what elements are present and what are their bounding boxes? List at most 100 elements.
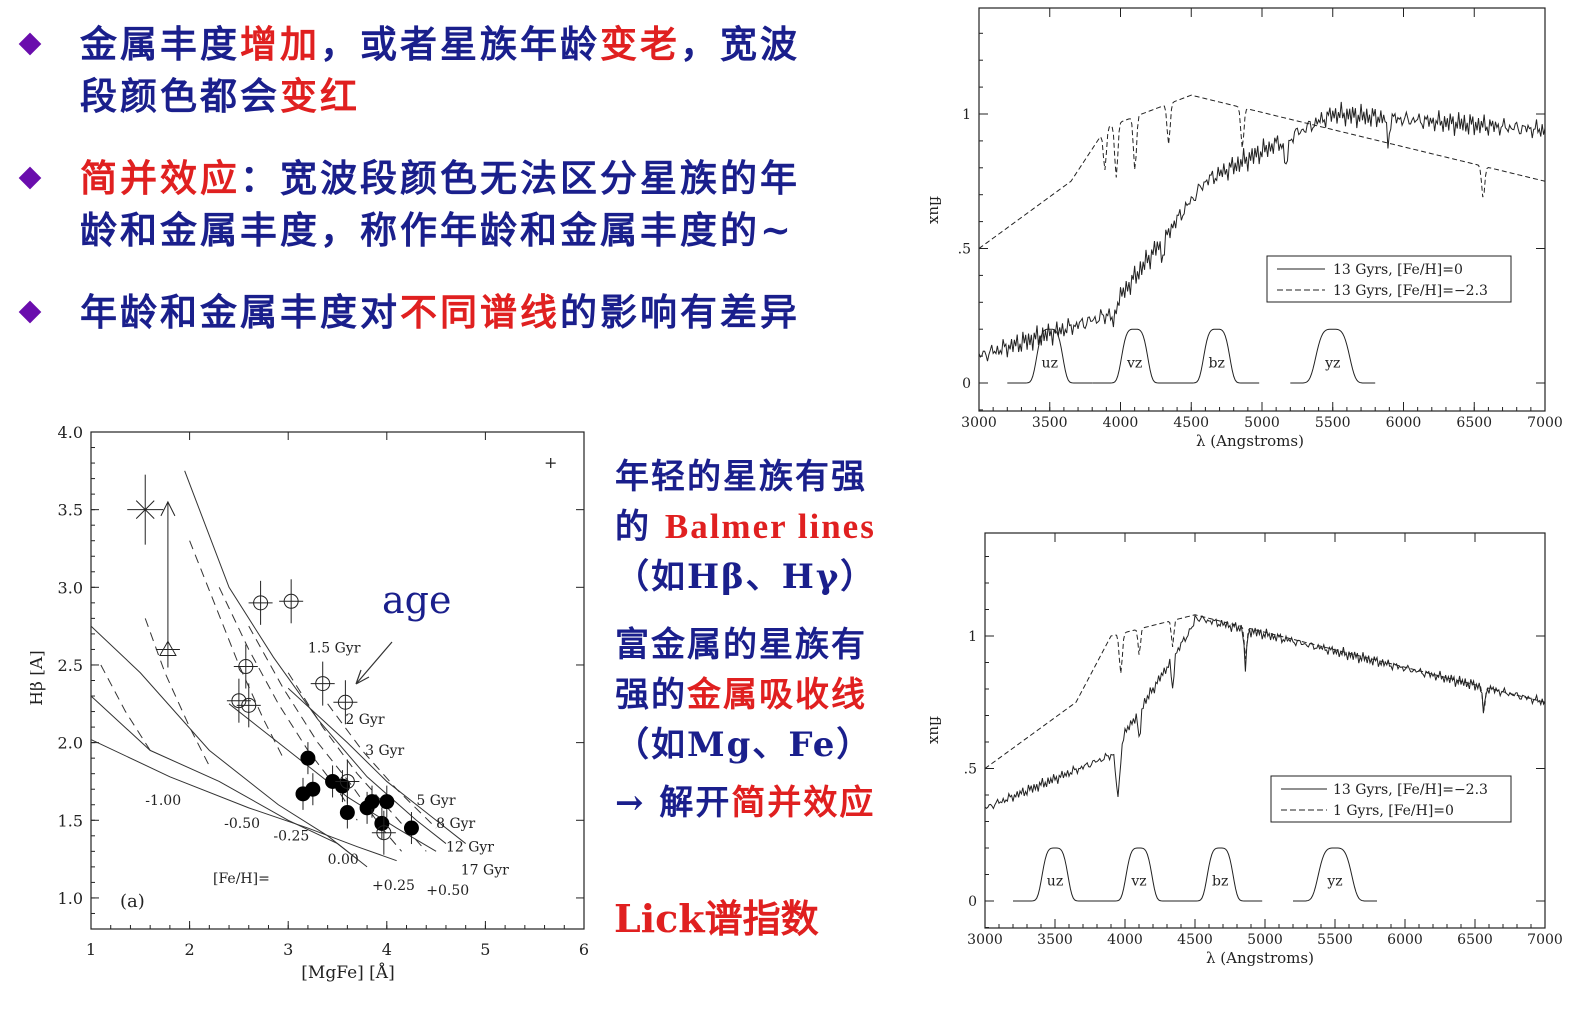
age-label: 2 Gyr (345, 712, 384, 728)
highlight-span: 不同谱线 (400, 290, 560, 334)
y-tick-label: 2.5 (58, 656, 83, 675)
plot-frame (979, 8, 1545, 411)
x-tick-label: 4500 (1177, 932, 1213, 948)
age-arrow (356, 642, 392, 684)
highlight-span: 变老 (600, 22, 680, 66)
y-axis-label: Hβ [Å] (30, 650, 47, 706)
degeneracy-break-note: → 解开简并效应 (615, 778, 875, 828)
text-span: 段颜色都会 (80, 74, 280, 118)
y-tick-label: 1.5 (58, 811, 83, 830)
x-tick-label: 2 (185, 940, 195, 959)
age-label: 1.5 Gyr (308, 641, 361, 657)
x-axis-label: [MgFe] [Å] (301, 962, 394, 983)
filter-label: uz (1042, 356, 1058, 372)
filled-point (340, 805, 355, 820)
bullet-list: 金属丰度增加，或者星族年龄变老，宽波 段颜色都会变红 简并效应：宽波段颜色无法区… (18, 18, 918, 368)
y-tick-label: 2.0 (58, 734, 83, 753)
note-line: 的 Balmer lines (615, 502, 876, 552)
highlight-span: 金属吸收线 (687, 675, 867, 715)
note-line: 年轻的星族有强 (615, 452, 876, 502)
filled-point (404, 821, 419, 836)
bullet-1-line-1: 金属丰度增加，或者星族年龄变老，宽波 (80, 22, 800, 66)
y-axis-label: flux (926, 196, 944, 225)
x-tick-label: 3500 (1037, 932, 1073, 948)
x-tick-label: 4500 (1173, 415, 1209, 431)
x-tick-label: 6000 (1386, 415, 1422, 431)
y-tick-label: 1 (968, 629, 977, 645)
x-tick-label: 5 (480, 940, 490, 959)
y-tick-label: 0 (962, 376, 971, 392)
x-tick-label: 5000 (1247, 932, 1283, 948)
panel-label: (a) (120, 891, 145, 912)
x-tick-label: 3 (283, 940, 293, 959)
filter-label: vz (1126, 356, 1142, 372)
lick-index-label: Lick谱指数 (614, 888, 819, 943)
x-tick-label: 4000 (1107, 932, 1143, 948)
age-line (190, 541, 284, 758)
note-line: → 解开简并效应 (615, 778, 875, 828)
x-tick-label: 7000 (1527, 932, 1563, 948)
note-line: （如Hβ、Hγ） (615, 552, 876, 602)
legend-entry: 13 Gyrs, [Fe/H]=−2.3 (1333, 782, 1488, 798)
bullet-1: 金属丰度增加，或者星族年龄变老，宽波 段颜色都会变红 (18, 18, 918, 122)
metal-rich-note: 富金属的星族有 强的金属吸收线 （如Mg、Fe） (615, 620, 872, 770)
x-tick-label: 6500 (1457, 932, 1493, 948)
age-label: 17 Gyr (461, 863, 509, 879)
text-span: ，宽波 (680, 22, 800, 66)
spectrum-chart-young: 3000 3500 4000 4500 5000 5500 6000 6500 7000 0 .5 1… (915, 525, 1575, 985)
diamond-bullet-icon (19, 33, 42, 56)
metallicity-label: -1.00 (145, 793, 181, 809)
age-label: 8 Gyr (436, 816, 475, 832)
filled-point (374, 816, 389, 831)
note-line: 强的金属吸收线 (615, 670, 872, 720)
text-span: 龄和金属丰度，称作年龄和金属丰度的~ (80, 208, 794, 252)
feh-title: [Fe/H]= (213, 871, 270, 887)
x-tick-label: 5500 (1315, 415, 1351, 431)
x-tick-label: 3000 (967, 932, 1003, 948)
age-label: 3 Gyr (365, 743, 404, 759)
plus-marker: + (544, 453, 557, 472)
age-label: 12 Gyr (446, 839, 494, 855)
note-line: 富金属的星族有 (615, 620, 872, 670)
metallicity-label: 0.00 (328, 852, 359, 868)
legend-entry: 13 Gyrs, [Fe/H]=−2.3 (1333, 283, 1488, 299)
bullet-2: 简并效应：宽波段颜色无法区分星族的年 龄和金属丰度，称作年龄和金属丰度的~ (18, 152, 918, 256)
x-axis-label: λ (Angstroms) (1196, 432, 1304, 450)
filled-point (365, 794, 380, 809)
y-tick-label: 3.0 (58, 578, 83, 597)
bullet-1-line-2: 段颜色都会变红 (80, 74, 360, 118)
spectrum-solid (979, 102, 1545, 361)
age-line (101, 665, 150, 750)
legend-entry: 1 Gyrs, [Fe/H]=0 (1333, 803, 1454, 819)
x-tick-label: 6500 (1456, 415, 1492, 431)
text-span: 的 (615, 507, 665, 547)
x-tick-label: 6 (579, 940, 589, 959)
young-population-note: 年轻的星族有强 的 Balmer lines （如Hβ、Hγ） (615, 452, 876, 602)
y-axis-label: flux (926, 716, 944, 745)
highlight-span: 简并效应 (731, 783, 875, 823)
y-tick-label: .5 (964, 762, 977, 778)
filter-label: vz (1130, 874, 1146, 890)
text-span: 的影响有差异 (560, 290, 800, 334)
diamond-bullet-icon (19, 167, 42, 190)
highlight-span: 增加 (240, 22, 320, 66)
spectrum-chart-old: 3000 3500 4000 4500 5000 5500 6000 6500 70000.51… (915, 0, 1575, 460)
y-tick-label: 1 (962, 107, 971, 123)
x-tick-label: 5000 (1244, 415, 1280, 431)
plot-frame (985, 533, 1545, 928)
highlight-span: 简并效应 (80, 156, 240, 200)
text-span: 年龄和金属丰度对 (80, 290, 400, 334)
bullet-3-text: 年龄和金属丰度对不同谱线的影响有差异 (80, 286, 918, 338)
filter-label: bz (1212, 874, 1228, 890)
bullet-1-text: 金属丰度增加，或者星族年龄变老，宽波 段颜色都会变红 (80, 18, 918, 122)
x-axis-label: λ (Angstroms) (1206, 949, 1314, 967)
age-line (145, 618, 209, 766)
metallicity-label: -0.25 (273, 828, 309, 844)
filter-label: yz (1324, 356, 1340, 372)
age-label: 5 Gyr (416, 793, 455, 809)
metallicity-label: +0.25 (372, 878, 415, 894)
bullet-2-text: 简并效应：宽波段颜色无法区分星族的年 龄和金属丰度，称作年龄和金属丰度的~ (80, 152, 918, 256)
bullet-3: 年龄和金属丰度对不同谱线的影响有差异 (18, 286, 918, 338)
text-span: ：宽波段颜色无法区分星族的年 (240, 156, 800, 200)
filled-point (300, 751, 315, 766)
